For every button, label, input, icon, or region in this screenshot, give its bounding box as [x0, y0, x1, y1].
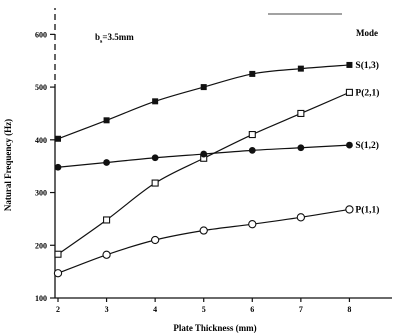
labels-layer: Plate Thickness (mm) Natural Frequency (…: [3, 28, 378, 333]
data-point: [151, 154, 159, 162]
data-point: [103, 117, 110, 124]
annotation-prefix: b: [95, 32, 100, 42]
x-tick-label: 8: [347, 305, 351, 314]
data-point: [297, 144, 305, 152]
width-annotation: bs=3.5mm: [95, 32, 134, 45]
series-0: S(1,3): [55, 60, 379, 142]
x-tick-label: 3: [105, 305, 109, 314]
series-2: S(1,2): [54, 140, 379, 171]
data-point: [54, 163, 62, 171]
series-layer: S(1,3) P(2,1) S(1,2) P(1,1): [53, 60, 379, 278]
data-point: [151, 179, 159, 187]
data-point: [346, 61, 353, 68]
data-point: [200, 84, 207, 91]
annotation-subscript: s: [100, 39, 103, 45]
data-point: [103, 159, 110, 166]
data-point: [248, 130, 256, 139]
series-line: [57, 208, 350, 274]
data-point: [248, 146, 256, 154]
data-point: [249, 70, 256, 77]
series-label: P(2,1): [355, 87, 379, 98]
data-point: [152, 98, 159, 105]
data-point: [345, 205, 354, 214]
x-tick-label: 2: [56, 305, 60, 314]
legend-title: Mode: [356, 28, 378, 38]
x-tick-label: 7: [299, 305, 303, 314]
y-tick-label: 200: [35, 241, 47, 250]
series-label: P(1,1): [355, 204, 379, 215]
y-tick-label: 400: [35, 136, 47, 145]
data-point: [54, 250, 62, 258]
y-axis-label: Natural Frequency (Hz): [3, 119, 13, 211]
data-point: [248, 220, 257, 229]
x-tick-label: 5: [202, 305, 206, 314]
data-point: [345, 88, 353, 96]
data-point: [150, 235, 160, 245]
axes: 10020030040050060023456789: [35, 8, 392, 314]
y-tick-label: 100: [35, 294, 47, 303]
data-point: [297, 109, 305, 118]
annotation-suffix: =3.5mm: [102, 32, 134, 42]
x-tick-label: 4: [153, 305, 157, 314]
series-1: P(2,1): [54, 87, 379, 258]
y-tick-label: 300: [35, 189, 47, 198]
data-point: [200, 150, 208, 158]
series-label: S(1,3): [355, 60, 379, 71]
data-point: [55, 135, 61, 142]
data-point: [103, 216, 111, 224]
x-tick-label: 6: [250, 305, 254, 314]
series-line: [57, 64, 350, 140]
data-point: [346, 141, 353, 149]
data-point: [199, 226, 208, 235]
data-point: [296, 213, 306, 222]
data-point: [53, 269, 63, 278]
data-point: [297, 65, 304, 72]
series-3: P(1,1): [53, 204, 379, 278]
series-label: S(1,2): [355, 140, 379, 151]
x-axis-label: Plate Thickness (mm): [173, 323, 256, 333]
data-point: [102, 250, 111, 259]
y-tick-label: 600: [35, 30, 47, 39]
y-tick-label: 500: [35, 83, 47, 92]
